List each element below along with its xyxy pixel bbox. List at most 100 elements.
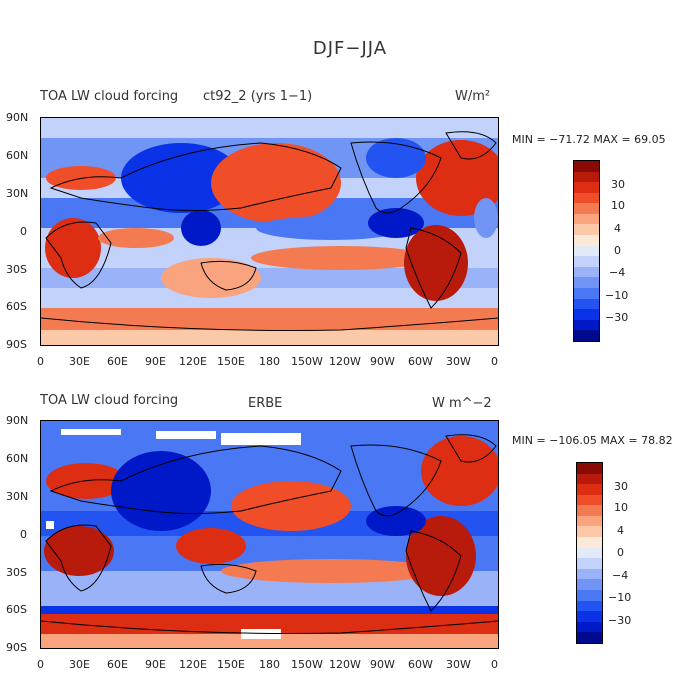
colorbar-label: 10 — [614, 501, 628, 514]
colorbar-swatch — [577, 526, 602, 538]
lon-label: 90E — [145, 658, 166, 671]
colorbar-swatch — [574, 245, 599, 257]
colorbar-swatch — [574, 203, 599, 214]
colorbar-label: 4 — [617, 524, 624, 537]
lon-label: 0 — [37, 355, 44, 368]
colorbar-swatch — [574, 256, 599, 267]
lon-label: 30W — [446, 355, 471, 368]
lat-label: 30N — [6, 490, 29, 503]
colorbar-label: 0 — [617, 546, 624, 559]
colorbar-swatch — [577, 494, 602, 506]
lat-label: 90N — [6, 414, 29, 427]
lon-label: 30E — [69, 658, 90, 671]
panel-units: W/m² — [455, 89, 491, 104]
colorbar-label: −30 — [608, 614, 632, 627]
colorbar-swatch — [577, 473, 602, 485]
lat-label: 30S — [6, 566, 27, 579]
colorbar-swatch — [574, 319, 599, 331]
lon-label: 60E — [107, 658, 128, 671]
lon-label: 90W — [370, 658, 395, 671]
colorbar-label: 30 — [611, 178, 625, 191]
panel-center-title: ct92_2 (yrs 1−1) — [203, 89, 313, 104]
colorbar-swatch — [577, 537, 602, 548]
lat-label: 0 — [20, 225, 27, 238]
lon-label: 90E — [145, 355, 166, 368]
colorbar-swatch — [574, 266, 599, 278]
colorbar-swatch — [577, 505, 602, 516]
lat-label: 60S — [6, 300, 27, 313]
stats-minmax: MIN = −71.72 MAX = 69.05 — [512, 133, 666, 146]
panel-left-title: TOA LW cloud forcing — [40, 393, 179, 408]
colorbar-swatch — [577, 568, 602, 580]
panel-units: W m^−2 — [432, 396, 492, 411]
colorbar — [573, 160, 600, 342]
colorbar-label: −4 — [612, 569, 629, 582]
lon-label: 60W — [408, 355, 433, 368]
lon-label: 60E — [107, 355, 128, 368]
lat-label: 0 — [20, 528, 27, 541]
panel-left-title: TOA LW cloud forcing — [40, 89, 179, 104]
colorbar-swatch — [577, 463, 602, 474]
lat-label: 60N — [6, 149, 29, 162]
colorbar-swatch — [577, 579, 602, 590]
colorbar-swatch — [574, 330, 599, 341]
colorbar-swatch — [577, 611, 602, 622]
lon-label: 120W — [329, 658, 361, 671]
colorbar-label: 30 — [614, 480, 628, 493]
colorbar-swatch — [577, 484, 602, 495]
colorbar-swatch — [574, 171, 599, 183]
map-panel-observed — [40, 420, 499, 649]
colorbar-label: −4 — [609, 266, 626, 279]
lat-label: 90S — [6, 641, 27, 654]
lon-label: 150E — [217, 355, 245, 368]
stats-minmax: MIN = −106.05 MAX = 78.82 — [512, 434, 673, 447]
map-field-model — [41, 118, 498, 345]
figure-title: DJF−JJA — [312, 38, 388, 59]
lon-label: 180 — [259, 658, 280, 671]
colorbar-swatch — [574, 182, 599, 193]
colorbar-label: −30 — [605, 311, 629, 324]
lon-label: 30W — [446, 658, 471, 671]
colorbar-swatch — [574, 235, 599, 246]
lon-label: 30E — [69, 355, 90, 368]
lon-label: 120E — [179, 355, 207, 368]
colorbar-swatch — [577, 547, 602, 559]
lon-label: 0 — [491, 658, 498, 671]
lat-label: 90S — [6, 338, 27, 351]
lon-label: 0 — [491, 355, 498, 368]
colorbar-swatch — [577, 632, 602, 643]
lat-label: 90N — [6, 111, 29, 124]
lat-label: 30S — [6, 263, 27, 276]
lon-label: 150W — [291, 355, 323, 368]
colorbar-swatch — [577, 621, 602, 633]
panel-center-title: ERBE — [248, 396, 283, 411]
lon-label: 150W — [291, 658, 323, 671]
lat-label: 60N — [6, 452, 29, 465]
colorbar-label: 10 — [611, 199, 625, 212]
colorbar-swatch — [574, 192, 599, 204]
lon-label: 0 — [37, 658, 44, 671]
lon-label: 90W — [370, 355, 395, 368]
colorbar-label: 0 — [614, 244, 621, 257]
colorbar-swatch — [577, 558, 602, 569]
map-panel-model — [40, 117, 499, 346]
lat-label: 30N — [6, 187, 29, 200]
colorbar-swatch — [574, 213, 599, 225]
colorbar-swatch — [577, 589, 602, 601]
colorbar-swatch — [574, 161, 599, 172]
lon-label: 150E — [217, 658, 245, 671]
lon-label: 120W — [329, 355, 361, 368]
colorbar — [576, 462, 603, 644]
colorbar-label: 4 — [614, 222, 621, 235]
colorbar-label: −10 — [608, 591, 632, 604]
colorbar-swatch — [574, 287, 599, 299]
map-field-observed — [41, 421, 498, 648]
lon-label: 60W — [408, 658, 433, 671]
colorbar-swatch — [574, 224, 599, 236]
lat-label: 60S — [6, 603, 27, 616]
lon-label: 120E — [179, 658, 207, 671]
lon-label: 180 — [259, 355, 280, 368]
colorbar-swatch — [577, 515, 602, 527]
colorbar-swatch — [574, 277, 599, 288]
